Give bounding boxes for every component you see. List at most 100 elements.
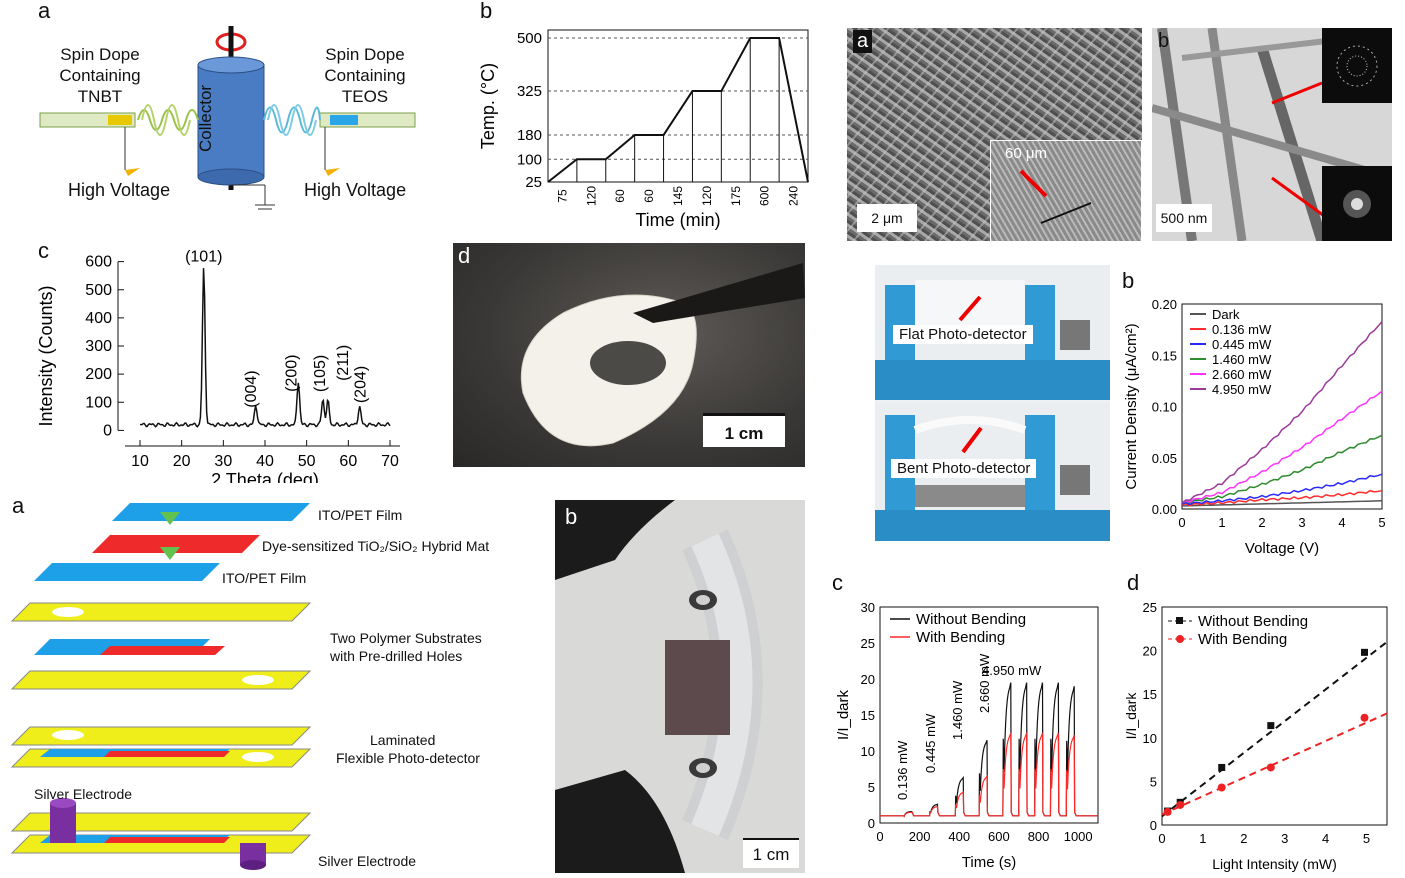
- inset-arrow: [1019, 169, 1092, 224]
- x-tick-label: 5: [1378, 515, 1385, 530]
- bent-device-drawing: [555, 500, 763, 873]
- x-tick-label: 0: [876, 829, 883, 844]
- time-series-line: [880, 732, 1098, 818]
- y-tick-label: 400: [85, 310, 112, 327]
- time-series-line: [880, 682, 1098, 818]
- laminated-label-2: Flexible Photo-detector: [336, 750, 480, 766]
- sem-scale-bar: 2 μm: [857, 204, 917, 232]
- bent-device-photo: b 1 cm: [555, 500, 805, 873]
- power-annotation: 0.136 mW: [895, 740, 910, 800]
- dope-right-line3: TEOS: [341, 87, 389, 106]
- legend-entry: 2.660 mW: [1212, 367, 1272, 382]
- x-tick-label: 30: [214, 453, 232, 470]
- panel-label: a: [853, 30, 873, 53]
- layer-label-ito-top: ITO/PET Film: [318, 507, 403, 523]
- y-tick-label: 180: [517, 127, 542, 144]
- layer-label-ito-bottom: ITO/PET Film: [222, 570, 307, 586]
- panel-label: c: [832, 570, 843, 595]
- x-tick-label: 600: [988, 829, 1010, 844]
- data-point: [1217, 783, 1226, 792]
- data-point: [1266, 763, 1275, 772]
- x-tick-label: 600: [758, 186, 772, 206]
- y-tick-label: 200: [85, 366, 112, 383]
- y-tick-label: 0: [868, 816, 875, 831]
- y-tick-label: 500: [85, 282, 112, 299]
- x-axis-label: Voltage (V): [1245, 540, 1319, 557]
- legend-entry: With Bending: [1198, 631, 1287, 648]
- inset-thickness: 60 μm: [1005, 145, 1047, 162]
- data-point: [1361, 648, 1368, 656]
- fit-line: [1161, 712, 1388, 816]
- legend-entry: Without Bending: [916, 611, 1026, 628]
- photo-response-time-chart: 0 5 10 15 20 25 30 0 200 400 600 800 1000 Without Ben…: [835, 600, 1099, 871]
- y-axis-label: I/I_dark: [835, 689, 852, 740]
- tem-image: b 500 nm: [1152, 28, 1392, 241]
- y-tick-label: 25: [525, 174, 542, 191]
- collector-label: Collector: [196, 84, 215, 152]
- peak-label: (200): [283, 354, 300, 391]
- y-tick-label: 5: [1150, 774, 1157, 789]
- x-tick-label: 70: [381, 453, 399, 470]
- data-point: [1218, 763, 1226, 771]
- y-tick-label: 0.05: [1152, 451, 1177, 466]
- x-tick-label: 200: [909, 829, 931, 844]
- y-tick-label: 0: [1150, 818, 1157, 833]
- x-tick-label: 2: [1240, 831, 1247, 846]
- x-tick-label: 3: [1281, 831, 1288, 846]
- bent-photo-detector-label: Bent Photo-detector: [891, 459, 1037, 478]
- x-tick-label: 120: [700, 186, 714, 206]
- iv-series-line: [1181, 320, 1383, 504]
- substrate-label-2: with Pre-drilled Holes: [330, 648, 463, 664]
- iv-series-line: [1181, 390, 1383, 504]
- flat-photo-detector-label: Flat Photo-detector: [893, 325, 1033, 344]
- legend-entry: 1.460 mW: [1212, 352, 1272, 367]
- holder-photos: Flat Photo-detector Bent Photo-detector: [875, 265, 1110, 541]
- y-tick-label: 0.10: [1152, 400, 1177, 415]
- peak-label: (211): [335, 345, 352, 381]
- y-tick-label: 10: [861, 744, 875, 759]
- high-voltage-left: High Voltage: [68, 180, 171, 200]
- x-axis-label: 2 Theta (deg): [211, 470, 319, 483]
- tem-drawing: [1152, 28, 1392, 241]
- scale-bar-1cm: 1 cm: [743, 838, 799, 868]
- temperature-line: [547, 37, 809, 183]
- y-axis-label: Intensity (Counts): [36, 285, 56, 426]
- x-tick-label: 0: [1178, 515, 1185, 530]
- panel-label: b: [1158, 30, 1170, 52]
- x-tick-label: 3: [1298, 515, 1305, 530]
- y-tick-label: 15: [1143, 687, 1157, 702]
- y-axis-label: Temp. (°C): [478, 63, 498, 149]
- panel-label: c: [38, 238, 49, 263]
- x-tick-label: 4: [1338, 515, 1345, 530]
- xrd-pattern: [139, 268, 391, 428]
- data-point: [1163, 807, 1172, 816]
- dope-right-line2: Containing: [324, 66, 406, 85]
- xrd-chart: 0 100 200 300 400 500 600 10 20 30 40 50 60 70 (101) (0…: [36, 248, 400, 483]
- temperature-profile-chart: 25 100 180 325 500 75 120 60 60 145 120 175 600 240 Ti…: [478, 29, 809, 230]
- plot-frame: [1161, 606, 1388, 826]
- dope-left-line1: Spin Dope: [60, 45, 140, 64]
- silver-electrode-bottom-label: Silver Electrode: [318, 853, 417, 869]
- legend-entry: Dark: [1212, 307, 1240, 322]
- panel-label: b: [1122, 268, 1135, 293]
- x-tick-label: 400: [948, 829, 970, 844]
- iv-series-line: [1181, 473, 1383, 506]
- dope-left-line2: Containing: [59, 66, 141, 85]
- y-tick-label: 0.20: [1152, 297, 1177, 312]
- x-tick-label: 60: [613, 189, 627, 203]
- peak-label: (101): [185, 248, 222, 265]
- holder-drawing: [875, 265, 1110, 541]
- dope-right-line1: Spin Dope: [325, 45, 405, 64]
- x-tick-label: 10: [131, 453, 149, 470]
- dope-left-text: Spin Dope Containing TNBT: [40, 44, 160, 107]
- iv-series-line: [1181, 434, 1383, 504]
- laminated-label-1: Laminated: [370, 732, 436, 748]
- hybrid-mat-photo: d 1 cm: [453, 243, 805, 467]
- x-tick-label: 1000: [1064, 829, 1093, 844]
- substrate-label-1: Two Polymer Substrates: [330, 630, 482, 646]
- sem-inset: 60 μm: [990, 140, 1142, 241]
- x-axis-label: Time (s): [962, 854, 1016, 871]
- y-tick-label: 25: [1143, 600, 1157, 615]
- y-tick-label: 20: [1143, 644, 1157, 659]
